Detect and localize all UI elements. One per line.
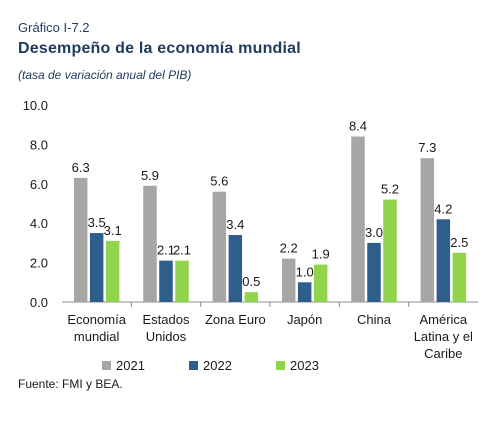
data-label: 7.3	[418, 140, 436, 155]
bar-2022	[89, 233, 104, 302]
data-label: 3.5	[88, 215, 106, 230]
legend-label: 2022	[203, 358, 232, 373]
bar-2023	[244, 292, 259, 302]
legend-label: 2023	[290, 358, 319, 373]
data-label: 2.1	[173, 243, 191, 258]
legend-swatch-2021	[102, 361, 111, 370]
bar-2023	[105, 240, 120, 302]
bar-2022	[297, 282, 312, 302]
bar-2021	[212, 191, 227, 302]
data-label: 5.2	[381, 182, 399, 197]
category-label: mundial	[74, 329, 120, 344]
bar-2021	[351, 136, 365, 302]
bar-2023	[175, 260, 189, 302]
y-tick-label: 10.0	[23, 98, 48, 113]
data-label: 5.6	[210, 174, 228, 189]
data-label: 5.9	[141, 168, 159, 183]
data-label: 2.1	[157, 243, 175, 258]
legend-swatch-2023	[276, 361, 285, 370]
chart-subtitle: (tasa de variación anual del PIB)	[18, 68, 192, 82]
data-label: 3.1	[104, 223, 122, 238]
chart-kicker: Gráfico I-7.2	[18, 20, 90, 35]
category-label: Zona Euro	[205, 312, 266, 327]
bar-2021	[281, 258, 296, 302]
category-label: Caribe	[424, 346, 462, 361]
legend-swatch-2022	[189, 361, 198, 370]
category-label: China	[357, 312, 392, 327]
legend-label: 2021	[116, 358, 145, 373]
source-note: Fuente: FMI y BEA.	[18, 377, 123, 391]
data-label: 4.2	[434, 201, 452, 216]
data-label: 2.5	[450, 235, 468, 250]
data-label: 6.3	[72, 160, 90, 175]
data-label: 2.2	[280, 241, 298, 256]
category-label: Unidos	[146, 329, 187, 344]
y-tick-label: 2.0	[30, 256, 48, 271]
category-label: América	[419, 312, 467, 327]
bar-2021	[73, 177, 88, 302]
category-label: Estados	[143, 312, 190, 327]
bar-2022	[228, 235, 243, 302]
data-label: 1.0	[296, 264, 314, 279]
bar-2023	[383, 199, 397, 302]
data-label: 8.4	[349, 119, 367, 134]
category-label: Japón	[287, 312, 322, 327]
bar-2023	[313, 264, 328, 302]
bar-2022	[159, 260, 173, 302]
data-label: 1.9	[312, 247, 330, 262]
data-label: 3.0	[365, 225, 383, 240]
data-label: 0.5	[242, 274, 260, 289]
y-tick-label: 0.0	[30, 295, 48, 310]
chart-title: Desempeño de la economía mundial	[18, 40, 301, 57]
bar-2021	[420, 158, 435, 302]
bar-2021	[143, 185, 157, 302]
category-label: Economía	[67, 312, 126, 327]
y-tick-label: 8.0	[30, 137, 48, 152]
bar-2023	[452, 252, 467, 302]
category-label: Latina y el	[414, 329, 473, 344]
bar-2022	[436, 219, 451, 302]
data-label: 3.4	[226, 217, 244, 232]
bar-2022	[367, 242, 381, 302]
y-tick-label: 4.0	[30, 216, 48, 231]
y-tick-label: 6.0	[30, 177, 48, 192]
